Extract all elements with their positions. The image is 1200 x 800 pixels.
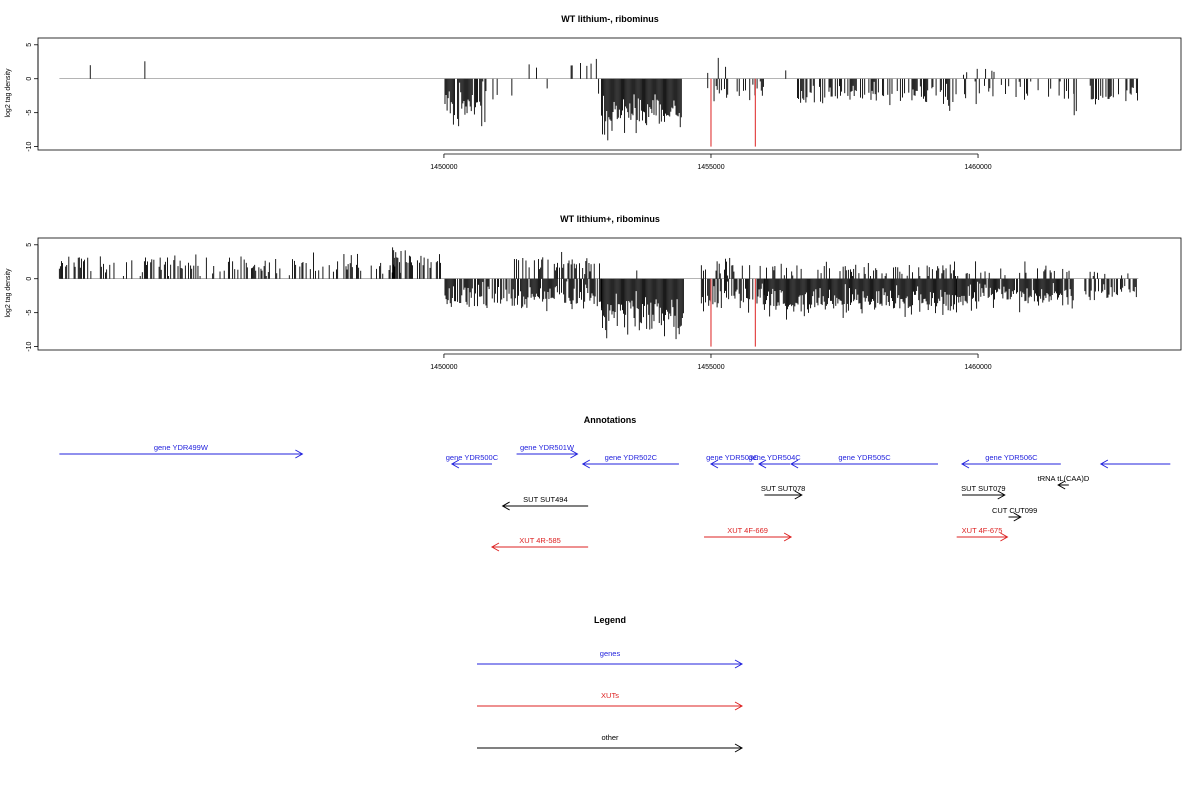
y-tick-label: 5 xyxy=(26,43,33,47)
feature-label: XUT 4R-585 xyxy=(519,536,561,545)
y-tick-label: 0 xyxy=(26,277,33,281)
y-tick-label: 0 xyxy=(26,77,33,81)
feature-arrow-head xyxy=(1057,480,1066,490)
feature-arrow-head xyxy=(997,490,1006,500)
feature-arrow-head xyxy=(1000,532,1009,542)
y-axis-label: log2 tag density xyxy=(5,268,12,318)
feature-arrow-head xyxy=(581,459,591,469)
feature-label: gene YDR501W xyxy=(520,443,575,452)
feature-label: gene YDR502C xyxy=(605,453,658,462)
legend-arrow-head xyxy=(734,701,744,711)
legend-label: XUTs xyxy=(601,691,619,700)
x-tick-label: 1455000 xyxy=(697,364,724,371)
legend-items: genes XUTs other xyxy=(477,649,744,753)
feature-label: gene YDR503C xyxy=(706,453,759,462)
legend-label: other xyxy=(601,733,619,742)
legend-title: Legend xyxy=(594,615,626,625)
y-tick-label: -10 xyxy=(26,141,33,151)
feature-label: gene YDR500C xyxy=(446,453,499,462)
feature-label: SUT SUT494 xyxy=(523,495,567,504)
feature-arrow-head xyxy=(570,449,579,459)
y-tick-label: 5 xyxy=(26,243,33,247)
feature-arrow-head xyxy=(794,490,803,500)
bar-layer xyxy=(58,247,1139,347)
feature-arrow-head xyxy=(758,459,767,469)
feature-label: XUT 4F-675 xyxy=(962,526,1003,535)
feature-label: SUT SUT078 xyxy=(761,484,805,493)
x-tick-label: 1450000 xyxy=(430,364,457,371)
y-tick-label: -5 xyxy=(26,109,33,115)
feature-label: gene YDR505C xyxy=(838,453,891,462)
y-axis-label: log2 tag density xyxy=(5,68,12,118)
feature-label: gene YDR499W xyxy=(154,443,209,452)
feature-arrow-head xyxy=(709,459,719,469)
feature-arrow-head xyxy=(1099,459,1109,469)
axes-layer: -10 -5 0 5 1450000 1455000 1460000 xyxy=(26,43,992,171)
panel-title: WT lithium+, ribominus xyxy=(560,214,660,224)
legend-arrow-head xyxy=(734,659,744,669)
y-tick-label: -10 xyxy=(26,341,33,351)
feature-label: SUT SUT079 xyxy=(961,484,1005,493)
feature-label: tRNA tL(CAA)D xyxy=(1038,474,1090,483)
x-tick-label: 1460000 xyxy=(964,364,991,371)
feature-arrow-head xyxy=(501,501,510,511)
x-tick-label: 1450000 xyxy=(430,164,457,171)
track-panel-lithium-plus: WT lithium+, ribominus log2 tag density … xyxy=(5,214,1182,371)
feature-arrow-head xyxy=(790,459,799,469)
feature-layer: gene YDR499W gene YDR500C gene YDR501W gene… xyxy=(59,443,1171,552)
feature-arrow-head xyxy=(961,459,970,469)
bar-layer xyxy=(59,57,1139,147)
feature-arrow-head xyxy=(490,542,500,552)
legend-label: genes xyxy=(600,649,621,658)
x-tick-label: 1460000 xyxy=(964,164,991,171)
annotations-title: Annotations xyxy=(584,415,637,425)
feature-arrow-head xyxy=(295,449,304,459)
feature-label: XUT 4F-669 xyxy=(727,526,768,535)
feature-label: gene YDR506C xyxy=(985,453,1038,462)
feature-label: gene YDR504C xyxy=(748,453,801,462)
x-tick-label: 1455000 xyxy=(697,164,724,171)
feature-arrow-head xyxy=(783,532,793,542)
axes-layer: -10 -5 0 5 1450000 1455000 1460000 xyxy=(26,243,992,371)
track-panel-lithium-minus: WT lithium-, ribominus log2 tag density … xyxy=(5,14,1182,171)
y-tick-label: -5 xyxy=(26,309,33,315)
feature-arrow-head xyxy=(1013,512,1022,522)
feature-arrow-head xyxy=(450,459,460,469)
legend: Legend genes XUTs other xyxy=(477,615,744,753)
panel-title: WT lithium-, ribominus xyxy=(561,14,659,24)
feature-label: CUT CUT099 xyxy=(992,506,1037,515)
legend-arrow-head xyxy=(734,743,744,753)
